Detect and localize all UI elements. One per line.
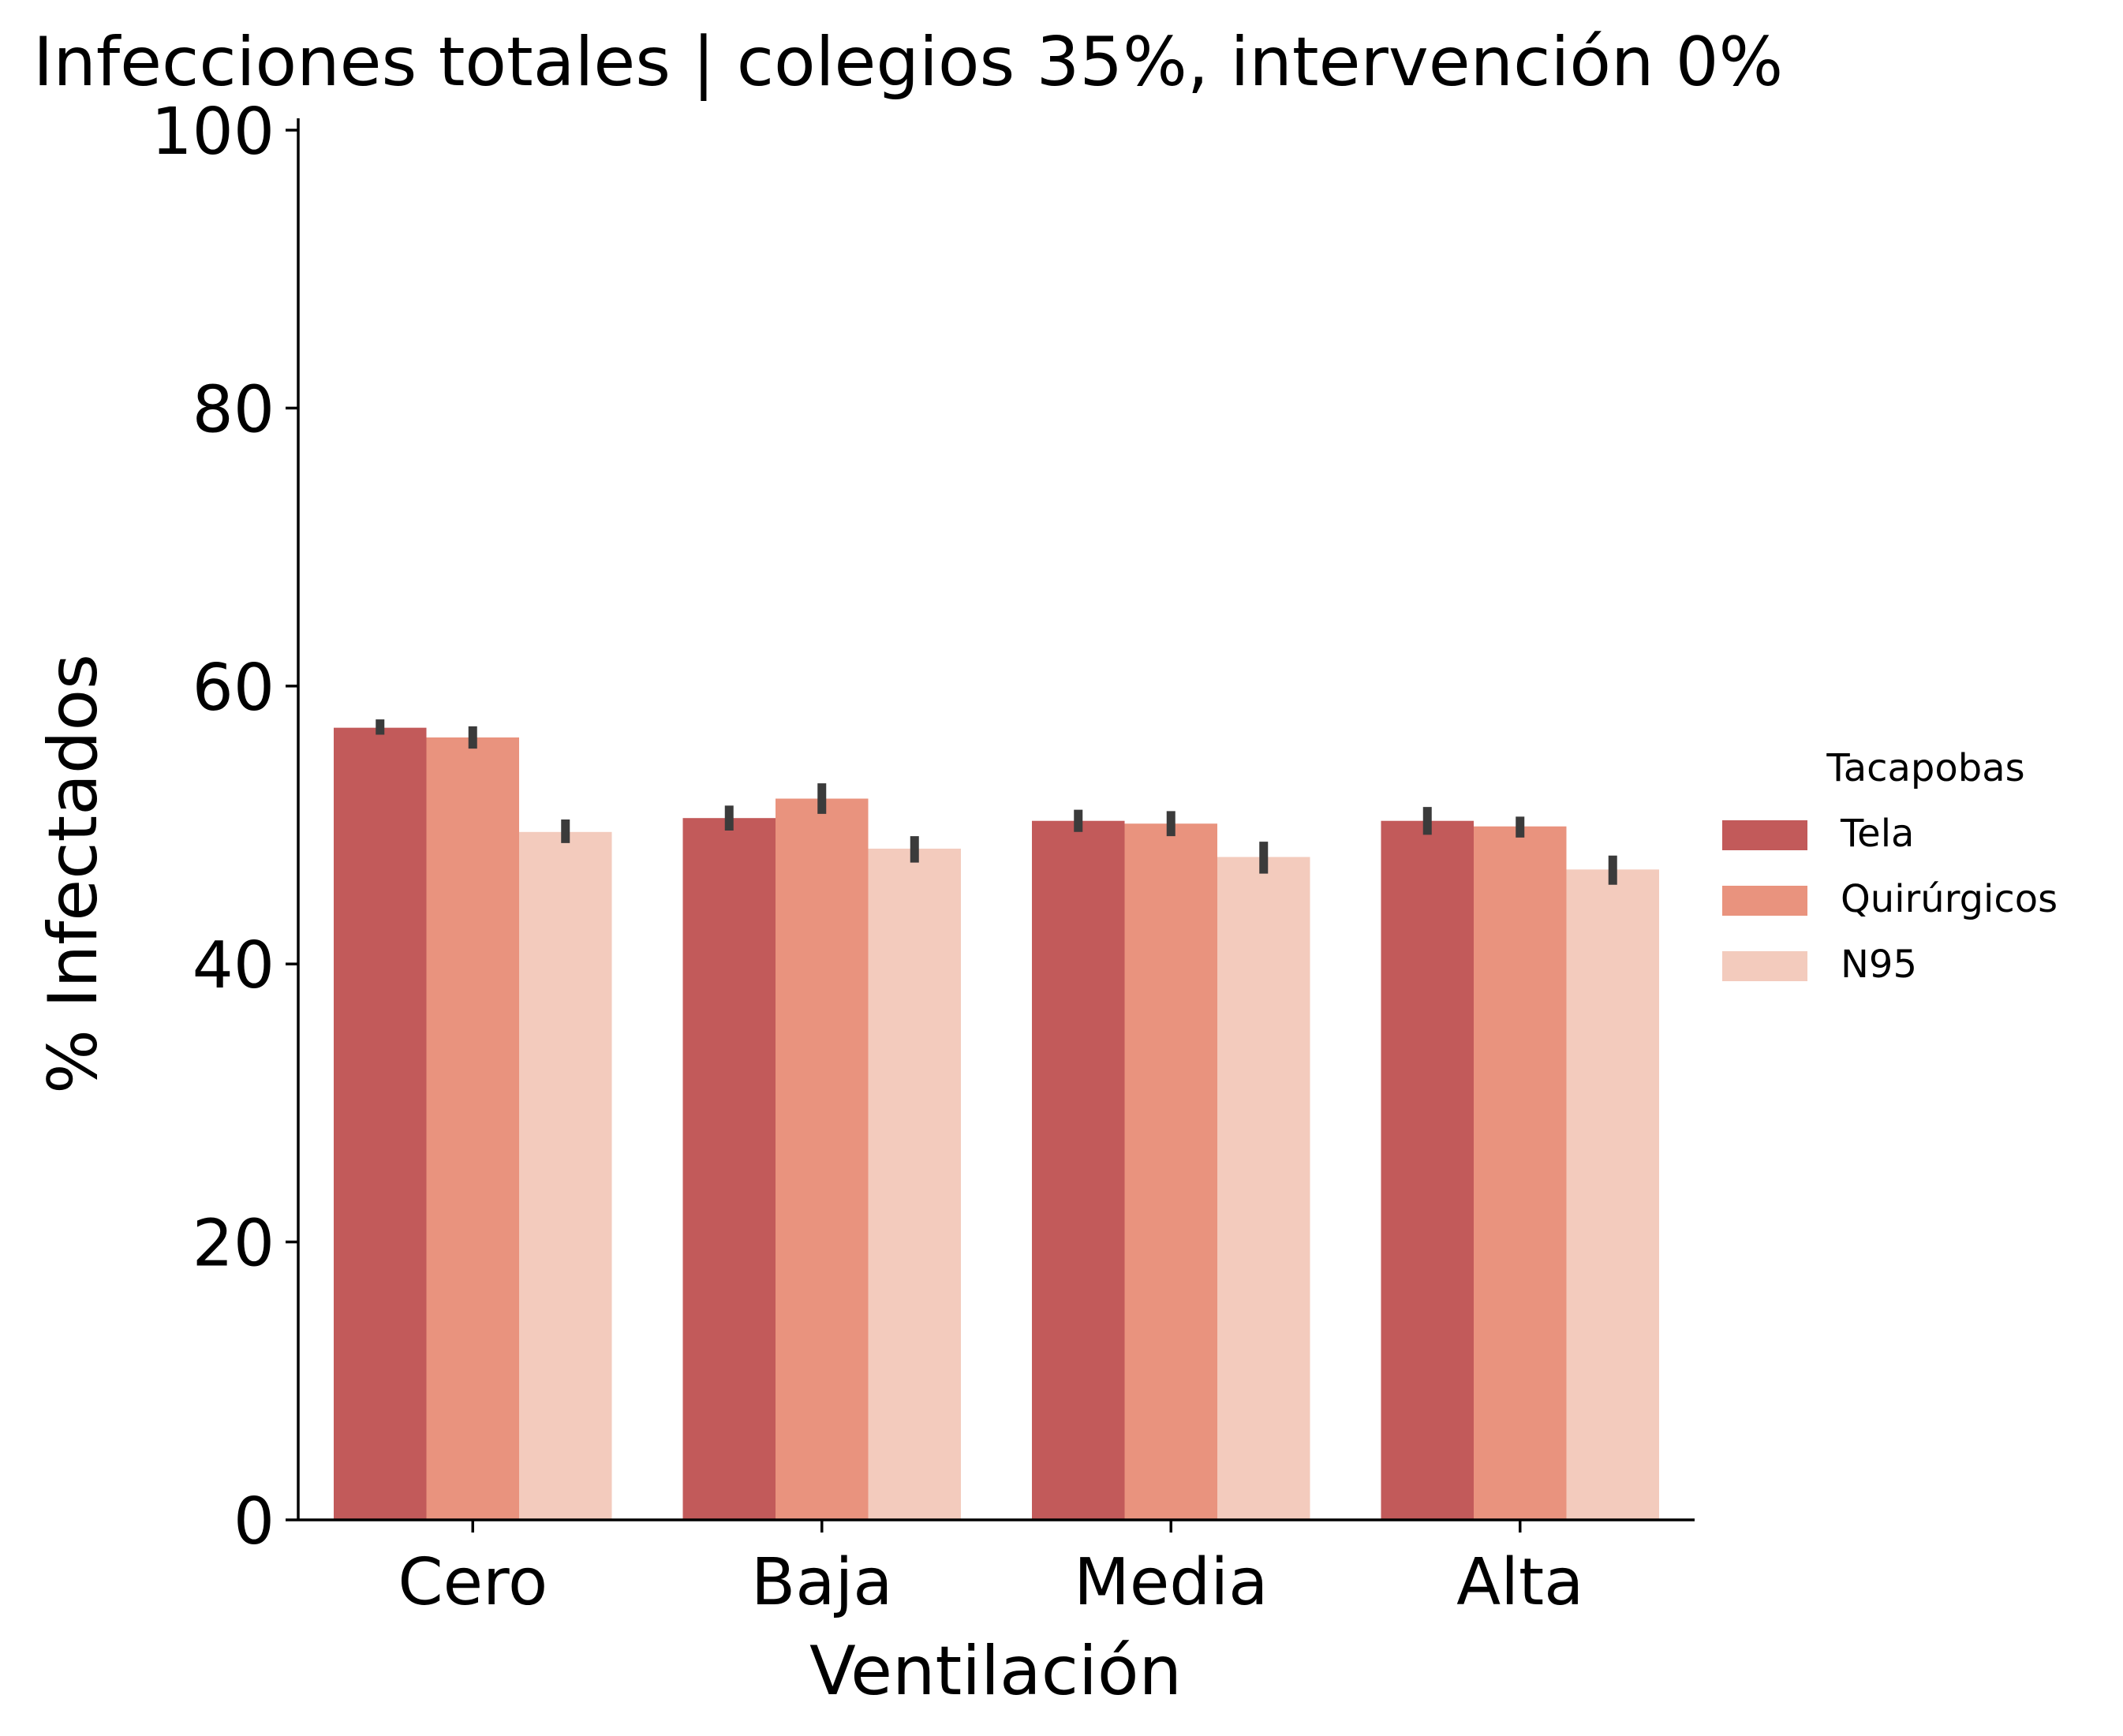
axes-group: 0 20 40 60 80 100 Cero Baja Media Alta [151, 95, 1695, 1620]
bar-quirúrgicos-media [1124, 823, 1217, 1520]
y-tick-label: 100 [151, 95, 275, 170]
y-tick-label: 20 [192, 1207, 275, 1282]
bar-tela-cero [334, 727, 427, 1520]
legend-label-quirúrgicos: Quirúrgicos [1841, 877, 2058, 921]
bar-n95-baja [868, 848, 961, 1520]
legend-title: Tacapobas [1826, 746, 2024, 790]
bar-quirúrgicos-baja [776, 798, 869, 1520]
y-axis-label: % Infectados [34, 654, 113, 1094]
x-tick-label: Media [1074, 1545, 1268, 1620]
x-tick-label: Baja [751, 1545, 893, 1620]
bar-quirúrgicos-cero [426, 737, 519, 1520]
y-tick-label: 40 [192, 928, 275, 1003]
bars-group [334, 727, 1659, 1520]
legend-swatch-n95 [1722, 951, 1807, 981]
bar-tela-media [1032, 820, 1125, 1520]
legend-label-tela: Tela [1840, 812, 1914, 856]
bar-n95-media [1217, 857, 1310, 1520]
legend: Tacapobas Tela Quirúrgicos N95 [1722, 746, 2058, 987]
bar-n95-alta [1566, 869, 1659, 1520]
x-axis-label: Ventilación [809, 1632, 1182, 1711]
x-tick-label: Alta [1456, 1545, 1583, 1620]
y-tick-label: 0 [234, 1484, 275, 1559]
legend-swatch-quirúrgicos [1722, 886, 1807, 916]
legend-swatch-tela [1722, 820, 1807, 850]
legend-label-n95: N95 [1841, 943, 1917, 987]
chart-title: Infecciones totales | colegios 35%, inte… [33, 23, 1783, 102]
x-tick-label: Cero [398, 1545, 548, 1620]
bar-n95-cero [519, 831, 612, 1520]
y-tick-label: 60 [192, 651, 275, 726]
errorbars-group [376, 719, 1617, 885]
bar-tela-baja [682, 818, 776, 1520]
bar-tela-alta [1381, 820, 1474, 1520]
y-tick-label: 80 [192, 372, 275, 447]
bar-quirúrgicos-alta [1474, 826, 1567, 1520]
